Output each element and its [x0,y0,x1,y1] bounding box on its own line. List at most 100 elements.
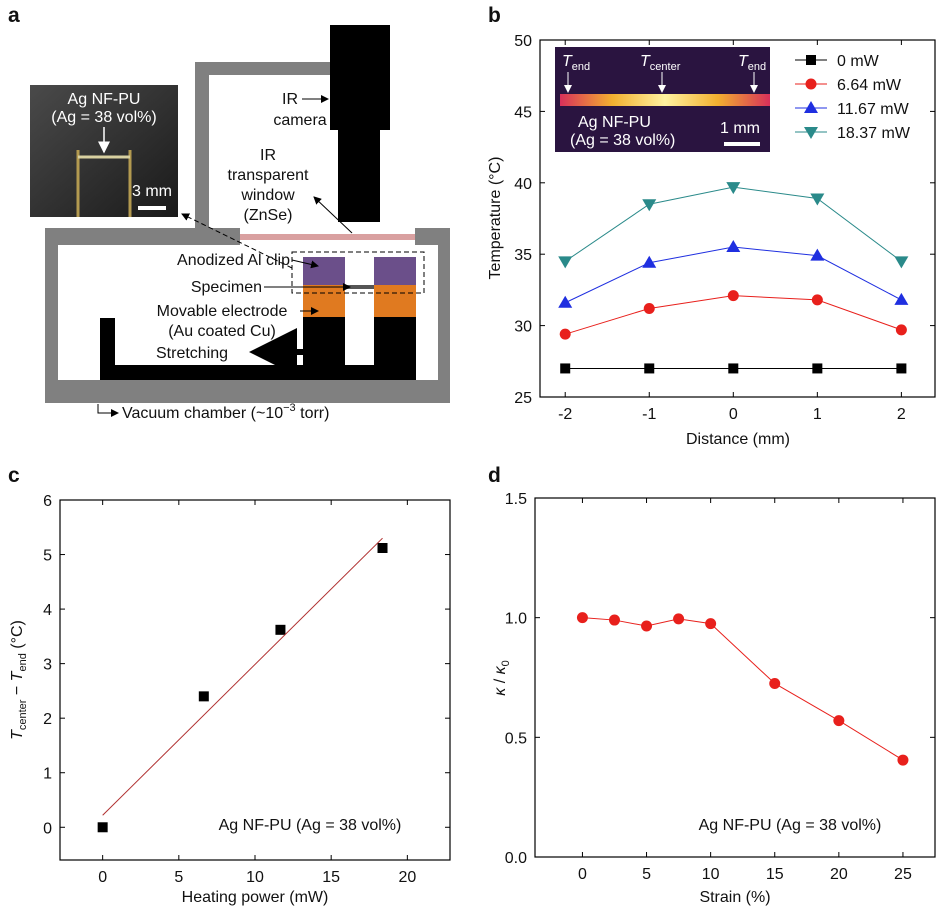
label-part: torr) [296,405,330,422]
scale-bar [724,142,760,146]
label-part: κ [492,665,509,674]
legend-label: 0 mW [837,53,880,70]
inset-title: Ag NF-PU [578,114,651,131]
arrow [313,196,353,234]
marker [833,715,845,727]
marker [576,612,588,624]
scale-bar [138,206,166,210]
label-part: (°C) [9,620,26,653]
x-tick-label: -2 [558,406,572,423]
panel-label: a [8,4,20,27]
panel-label: c [8,464,20,487]
diagram: a Ag NF-PU (Ag = 38 vol%) 3 mm IR camera [8,4,450,422]
y-axis-label: Temperature (°C) [487,157,504,280]
legend-label: 6.64 mW [837,77,902,94]
label-part: −3 [283,402,296,414]
label-part: T [640,53,651,70]
panel-label: b [488,4,501,27]
chart-c: c Heating power (mW) Tcenter − Tend (°C)… [8,464,451,906]
photo-scale: 3 mm [132,183,172,200]
label: IR [260,147,276,164]
label-part: end [748,61,766,73]
x-axis-label: Distance (mm) [686,431,790,448]
label-part: end [17,653,29,671]
y-tick-label: 50 [514,33,532,50]
electrode [303,285,345,317]
label-part: Vacuum chamber (~10 [122,405,283,422]
inset-label: Tend [562,53,590,73]
inset-scale: 1 mm [720,120,760,137]
label-part: center [650,61,681,73]
photo-title: Ag NF-PU [68,91,141,108]
y-tick-label: 40 [514,176,532,193]
x-axis-label: Heating power (mW) [182,889,329,906]
label: Stretching [156,345,228,362]
x-tick-label: 15 [766,866,784,883]
marker [894,292,909,305]
marker [728,363,739,374]
marker [608,614,620,626]
marker [810,248,825,261]
post [100,318,115,380]
marker [558,295,573,308]
x-tick-label: 2 [897,406,906,423]
y-tick-label: 0.0 [505,850,527,867]
clip [303,257,345,285]
inset-label: Tcenter [640,53,681,73]
label: (ZnSe) [244,207,293,224]
arrow [97,404,119,417]
x-tick-label: 0 [578,866,587,883]
marker [559,328,571,340]
x-tick-label: 10 [246,869,264,886]
enclosure-wall [195,62,330,75]
marker [769,677,781,689]
label-part: T [562,53,573,70]
y-tick-label: 0 [43,820,52,837]
clip [374,257,416,285]
label: Vacuum chamber (~10−3 torr) [122,402,329,422]
y-tick-label: 1.0 [505,611,527,628]
specimen [345,285,374,289]
y-tick-label: 5 [43,548,52,565]
plot-frame [534,497,936,858]
marker [673,613,685,625]
x-tick-label: -1 [642,406,656,423]
photo-subtitle: (Ag = 38 vol%) [51,109,156,126]
label: camera [273,112,326,129]
x-tick-label: 25 [894,866,912,883]
zoom-box [291,251,425,294]
y-tick-label: 2 [43,711,52,728]
label-part: T [9,729,26,740]
legend-label: 11.67 mW [837,101,910,118]
marker [97,822,108,833]
x-tick-label: 10 [702,866,720,883]
inset-subtitle: (Ag = 38 vol%) [570,132,675,149]
marker [644,363,655,374]
marker [804,127,818,139]
chart-b: b Distance (mm) Temperature (°C) Tend Tc… [487,4,936,448]
label: Specimen [191,279,262,296]
plot-frame [59,499,451,861]
annotation: Ag NF-PU (Ag = 38 vol%) [219,817,402,834]
y-tick-label: 4 [43,602,52,619]
y-tick-label: 25 [514,390,532,407]
y-tick-label: 1 [43,766,52,783]
panel-label: d [488,464,501,487]
label-part: / [492,674,509,687]
x-tick-label: 1 [813,406,822,423]
marker [806,55,816,65]
label-part: end [572,61,590,73]
y-axis-label: Tcenter − Tend (°C) [9,620,29,740]
label-part: T [9,670,26,681]
label-part: center [17,699,29,730]
marker [198,691,209,702]
marker [558,256,573,269]
y-tick-label: 0.5 [505,730,527,747]
marker [895,324,907,336]
base [100,365,416,380]
y-tick-label: 6 [43,493,52,510]
label: (Au coated Cu) [168,323,276,340]
enclosure-wall [195,62,209,242]
label: window [240,187,295,204]
x-tick-label: 20 [830,866,848,883]
